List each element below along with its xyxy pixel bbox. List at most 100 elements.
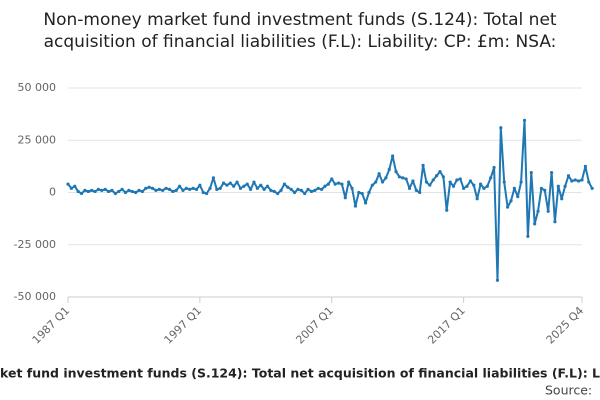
point bbox=[269, 188, 273, 193]
point bbox=[113, 191, 117, 196]
point bbox=[462, 186, 466, 190]
point bbox=[188, 187, 192, 191]
point bbox=[563, 184, 567, 188]
point bbox=[320, 187, 324, 191]
point bbox=[249, 187, 253, 191]
point bbox=[144, 186, 148, 190]
point bbox=[282, 182, 287, 186]
point bbox=[66, 182, 70, 186]
point bbox=[411, 179, 415, 183]
point bbox=[424, 180, 429, 184]
point bbox=[140, 189, 144, 194]
point bbox=[475, 197, 479, 201]
point bbox=[157, 187, 161, 191]
x-tick-label: 2017 Q1 bbox=[425, 304, 468, 347]
point bbox=[387, 167, 391, 172]
point bbox=[353, 204, 358, 208]
point bbox=[529, 171, 533, 175]
point bbox=[86, 189, 90, 194]
point bbox=[286, 185, 290, 189]
y-tick-label: -50 000 bbox=[14, 290, 56, 303]
line bbox=[67, 119, 593, 282]
point bbox=[401, 176, 405, 180]
point bbox=[303, 191, 307, 196]
point bbox=[191, 186, 195, 190]
point bbox=[533, 222, 537, 226]
point bbox=[73, 184, 77, 188]
x-tick-label: 2007 Q1 bbox=[293, 304, 336, 347]
point bbox=[228, 181, 232, 185]
point bbox=[428, 183, 432, 187]
point bbox=[445, 208, 449, 212]
point bbox=[316, 186, 320, 190]
point bbox=[587, 180, 591, 184]
point bbox=[83, 188, 87, 193]
point bbox=[489, 176, 493, 180]
point bbox=[583, 164, 587, 168]
point bbox=[468, 179, 473, 183]
point bbox=[194, 187, 199, 191]
point bbox=[502, 180, 506, 184]
point bbox=[106, 189, 111, 194]
point bbox=[76, 189, 80, 194]
x-tick-label: 2025 Q4 bbox=[544, 304, 587, 347]
point bbox=[363, 201, 368, 205]
point bbox=[90, 188, 94, 193]
point bbox=[167, 187, 172, 191]
point bbox=[458, 177, 462, 181]
point bbox=[164, 186, 168, 190]
point bbox=[279, 188, 283, 193]
point bbox=[465, 184, 469, 188]
point bbox=[394, 170, 398, 174]
point bbox=[221, 181, 226, 185]
point bbox=[336, 181, 341, 185]
point bbox=[506, 205, 510, 209]
point bbox=[509, 199, 513, 203]
point bbox=[323, 184, 327, 188]
point bbox=[472, 183, 476, 187]
point bbox=[577, 179, 581, 183]
point bbox=[492, 165, 496, 170]
point bbox=[438, 170, 442, 174]
point bbox=[370, 183, 374, 187]
source: Source: bbox=[545, 383, 592, 398]
point bbox=[154, 188, 158, 193]
point bbox=[380, 180, 385, 184]
point bbox=[289, 187, 293, 191]
point bbox=[377, 172, 381, 176]
point bbox=[516, 195, 520, 199]
point bbox=[218, 186, 222, 190]
point bbox=[347, 180, 351, 184]
point bbox=[543, 188, 547, 193]
point bbox=[485, 184, 489, 188]
footer-title: ket fund investment funds (S.124): Total… bbox=[0, 366, 600, 381]
point bbox=[448, 180, 452, 184]
point bbox=[215, 187, 219, 191]
point bbox=[259, 183, 263, 187]
point bbox=[350, 186, 354, 190]
point bbox=[134, 190, 138, 195]
point bbox=[137, 188, 141, 193]
point bbox=[441, 175, 445, 179]
point bbox=[110, 188, 114, 193]
point bbox=[313, 188, 317, 193]
point bbox=[232, 184, 236, 188]
point bbox=[130, 189, 134, 194]
point bbox=[299, 188, 303, 193]
point bbox=[482, 186, 486, 190]
point bbox=[79, 191, 84, 196]
point bbox=[414, 188, 418, 193]
x-tick-label: 1987 Q1 bbox=[30, 304, 73, 347]
point bbox=[418, 190, 422, 195]
point bbox=[407, 186, 412, 190]
point bbox=[174, 188, 178, 193]
point bbox=[262, 187, 266, 191]
point bbox=[177, 184, 182, 188]
point bbox=[103, 187, 107, 191]
point bbox=[374, 180, 378, 184]
point bbox=[397, 175, 401, 179]
point bbox=[560, 197, 564, 201]
point bbox=[238, 186, 243, 190]
point bbox=[69, 186, 73, 190]
